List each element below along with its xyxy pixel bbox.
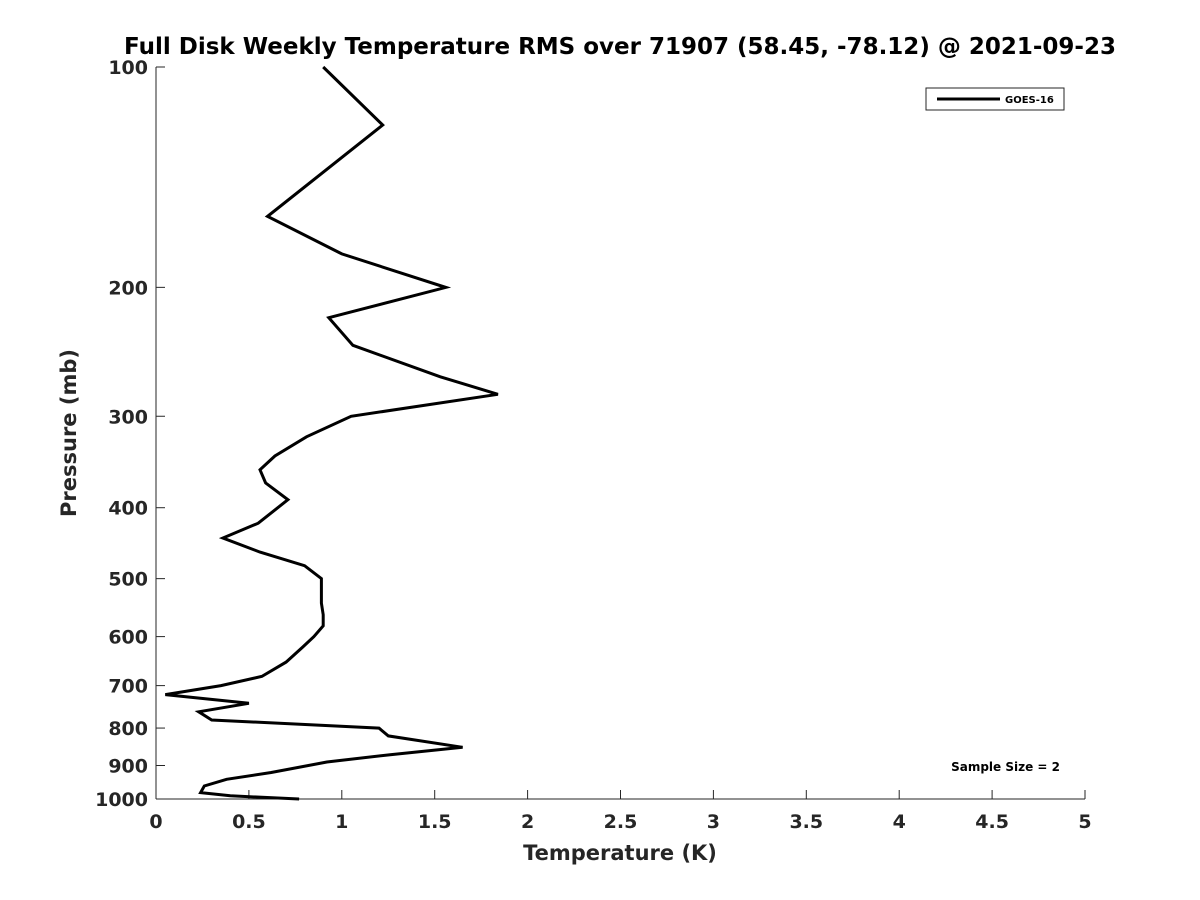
y-tick-label: 300 xyxy=(108,406,148,428)
x-tick-label: 0.5 xyxy=(232,811,266,833)
y-tick-label: 800 xyxy=(108,718,148,740)
y-tick-label: 600 xyxy=(108,627,148,649)
series-line-goes-16 xyxy=(165,65,499,801)
y-axis-label: Pressure (mb) xyxy=(57,349,81,517)
x-tick-label: 3 xyxy=(707,811,720,833)
chart-title: Full Disk Weekly Temperature RMS over 71… xyxy=(124,34,1116,60)
series-group xyxy=(165,65,499,801)
x-tick-label: 1 xyxy=(335,811,348,833)
x-tick-label: 2.5 xyxy=(604,811,638,833)
y-ticks: 100 200 300 400 500 600 700 800 900 1000 xyxy=(95,57,165,811)
x-axis-label: Temperature (K) xyxy=(523,841,717,865)
x-ticks: 0 0.5 1 1.5 2 2.5 3 3.5 4 4.5 5 xyxy=(149,790,1092,833)
x-tick-label: 3.5 xyxy=(789,811,823,833)
y-tick-label: 500 xyxy=(108,569,148,591)
y-tick-label: 700 xyxy=(108,676,148,698)
x-tick-label: 4 xyxy=(893,811,906,833)
x-tick-label: 5 xyxy=(1078,811,1091,833)
legend-label: GOES-16 xyxy=(1005,95,1054,106)
y-tick-label: 1000 xyxy=(95,789,148,811)
x-tick-label: 0 xyxy=(149,811,162,833)
x-tick-label: 4.5 xyxy=(975,811,1009,833)
y-tick-label: 100 xyxy=(108,57,148,79)
x-tick-label: 1.5 xyxy=(418,811,452,833)
y-tick-label: 200 xyxy=(108,277,148,299)
plot-area xyxy=(156,67,1085,799)
sample-size-annotation: Sample Size = 2 xyxy=(951,760,1060,774)
legend: GOES-16 xyxy=(925,87,1065,111)
x-tick-label: 2 xyxy=(521,811,534,833)
y-tick-label: 900 xyxy=(108,756,148,778)
y-tick-label: 400 xyxy=(108,498,148,520)
